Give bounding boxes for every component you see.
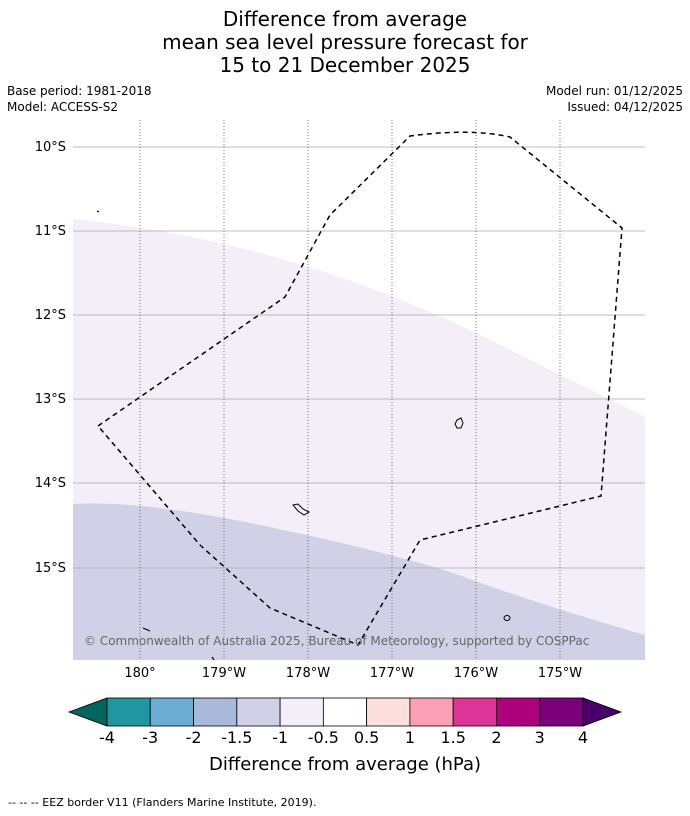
title-line-2: mean sea level pressure forecast for	[162, 30, 528, 54]
colorbar-swatch	[106, 697, 151, 727]
colorbar-tick-label: -4	[99, 728, 115, 747]
colorbar-tick-label: 2	[491, 728, 501, 747]
lat-label: 10°S	[35, 140, 66, 155]
colorbar-tick-label: 1	[405, 728, 415, 747]
title-line-1: Difference from average	[222, 7, 468, 31]
colorbar-swatch	[149, 697, 194, 727]
colorbar-tick-label: 3	[535, 728, 545, 747]
colorbar-swatch	[322, 697, 368, 727]
colorbar-tick-label: -2	[186, 728, 202, 747]
colorbar-tick-label: -1	[272, 728, 288, 747]
colorbar-ticks: -4 -3 -2 -1.5 -1 -0.5 0.5 1 1.5 2 3 4	[99, 728, 588, 747]
lon-label: 176°W	[454, 666, 498, 681]
colorbar	[67, 697, 623, 727]
lon-label: 180°	[124, 666, 155, 681]
latitude-gridlines	[73, 146, 645, 569]
base-period: Base period: 1981-2018	[7, 84, 152, 98]
map-title: Difference from average mean sea level p…	[0, 8, 690, 77]
island-icon	[454, 417, 464, 429]
eez-border	[96, 131, 623, 646]
lon-label: 179°W	[202, 666, 246, 681]
colorbar-tick-label: 0.5	[354, 728, 379, 747]
lat-label: 14°S	[35, 476, 66, 491]
colorbar-swatch	[279, 697, 324, 727]
colorbar-swatch	[366, 697, 411, 727]
colorbar-tick-label: -3	[142, 728, 158, 747]
model-run: Model run: 01/12/2025	[545, 84, 683, 98]
colorbar-tick-label: 4	[578, 728, 588, 747]
colorbar-extend-low	[67, 697, 108, 727]
colorbar-swatch	[236, 697, 281, 727]
colorbar-swatch	[193, 697, 238, 727]
colorbar-extend-high	[582, 697, 623, 727]
lat-label: 15°S	[35, 561, 66, 576]
colorbar-tick-label: 1.5	[440, 728, 465, 747]
colorbar-swatch	[496, 697, 541, 727]
map-area: © Commonwealth of Australia 2025, Bureau…	[73, 120, 645, 660]
eez-legend-note: -- -- -- EEZ border V11 (Flanders Marine…	[8, 796, 317, 809]
colorbar-label: Difference from average (hPa)	[209, 754, 481, 775]
longitude-gridlines	[139, 120, 561, 660]
colorbar-tick-label: -1.5	[221, 728, 252, 747]
issued-date: Issued: 04/12/2025	[567, 100, 683, 114]
island-icon	[96, 210, 100, 213]
lon-label: 177°W	[370, 666, 414, 681]
lat-label: 13°S	[35, 392, 66, 407]
title-line-3: 15 to 21 December 2025	[219, 53, 471, 77]
longitude-labels: 180° 179°W 178°W 177°W 176°W 175°W	[124, 666, 582, 681]
meta-left: Base period: 1981-2018 Model: ACCESS-S2	[7, 83, 152, 115]
lat-label: 11°S	[35, 224, 66, 239]
copyright-text: © Commonwealth of Australia 2025, Bureau…	[84, 634, 589, 648]
colorbar-tick-label: -0.5	[308, 728, 339, 747]
lon-label: 178°W	[286, 666, 330, 681]
island-icon	[292, 503, 311, 516]
island-icon	[503, 615, 511, 621]
anomaly-band-medium	[73, 503, 645, 660]
lon-label: 175°W	[538, 666, 582, 681]
latitude-labels: 10°S 11°S 12°S 13°S 14°S 15°S	[35, 140, 66, 576]
island-icon	[211, 656, 215, 660]
colorbar-swatch	[452, 697, 497, 727]
colorbar-swatch	[409, 697, 454, 727]
colorbar-swatch	[539, 697, 584, 727]
island-icon	[142, 627, 151, 632]
lat-label: 12°S	[35, 308, 66, 323]
model-name: Model: ACCESS-S2	[7, 100, 119, 114]
meta-right: Model run: 01/12/2025 Issued: 04/12/2025	[546, 83, 683, 115]
